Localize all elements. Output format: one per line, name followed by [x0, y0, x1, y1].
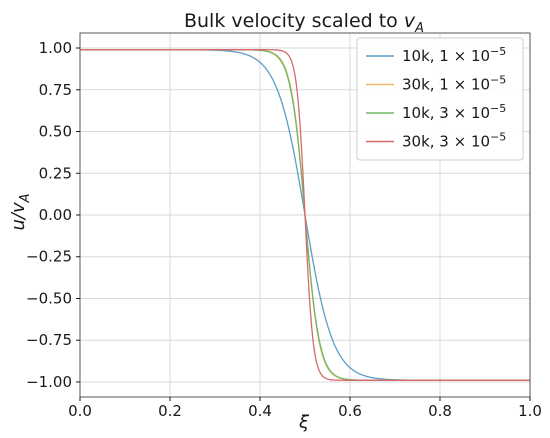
legend: 10k, 1 × 10−5 30k, 1 × 10−5 10k, 3 × 10−5 3… — [356, 37, 524, 161]
legend-label: 10k, 1 × 10−5 — [402, 45, 506, 65]
y-axis-label: u/vA — [8, 193, 33, 230]
ticks: 0.0 0.2 0.4 0.6 0.8 1.0 1.00 0.75 0.50 0.25 0.00 −0… — [26, 39, 542, 420]
y-tick-label: 0.50 — [39, 123, 72, 141]
x-axis-label: ξ — [298, 412, 310, 433]
y-tick-label: −0.75 — [26, 331, 72, 349]
legend-label: 10k, 3 × 10−5 — [402, 102, 506, 122]
x-tick-label: 1.0 — [518, 402, 542, 420]
chart-title: Bulk velocity scaled to vA — [184, 10, 424, 36]
legend-label: 30k, 1 × 10−5 — [402, 74, 506, 94]
y-tick-label: −1.00 — [26, 373, 72, 391]
legend-label: 30k, 3 × 10−5 — [402, 131, 506, 151]
y-tick-label: 0.25 — [39, 164, 72, 182]
series-lines — [80, 49, 530, 381]
x-tick-label: 0.0 — [68, 402, 92, 420]
y-tick-label: −0.50 — [26, 289, 72, 307]
legend-box — [356, 37, 524, 161]
series-line — [80, 49, 530, 381]
x-tick-label: 0.2 — [158, 402, 182, 420]
y-tick-label: 0.00 — [39, 206, 72, 224]
y-tick-label: 0.75 — [39, 81, 72, 99]
y-tick-label: 1.00 — [39, 39, 72, 57]
x-tick-label: 0.8 — [428, 402, 452, 420]
x-tick-label: 0.4 — [248, 402, 272, 420]
x-tick-label: 0.6 — [338, 402, 362, 420]
y-tick-label: −0.25 — [26, 248, 72, 266]
